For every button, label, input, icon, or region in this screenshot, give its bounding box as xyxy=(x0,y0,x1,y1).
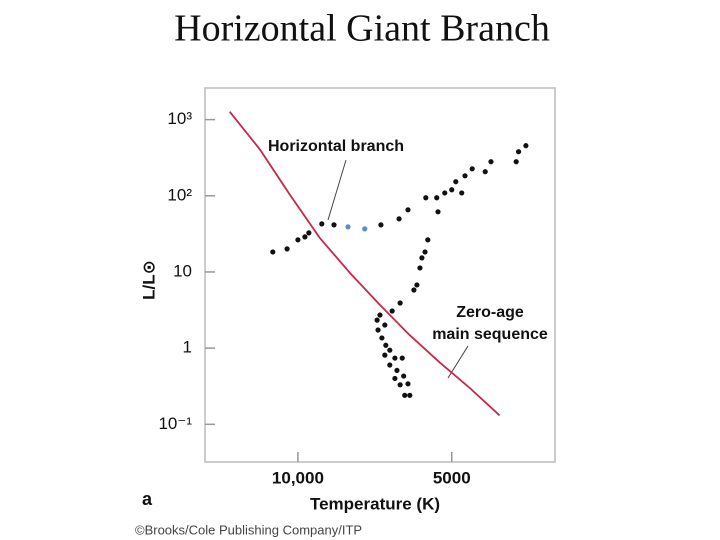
zams-curve xyxy=(228,111,501,417)
annotation: Horizontal branch xyxy=(268,138,404,155)
y-tick-label: 10² xyxy=(167,185,192,204)
star-point xyxy=(331,222,337,228)
star-point xyxy=(374,317,380,323)
star-point xyxy=(449,187,455,193)
star-point xyxy=(387,347,393,353)
y-tick-label: 10 xyxy=(173,261,192,280)
star-point xyxy=(482,169,488,175)
star-point xyxy=(435,209,441,215)
x-tick-label: 5000 xyxy=(433,468,471,487)
credit: ©Brooks/Cole Publishing Company/ITP xyxy=(135,522,362,537)
star-point xyxy=(392,355,398,361)
y-tick-label: 10⁻¹ xyxy=(158,414,192,433)
star-point xyxy=(383,342,389,348)
star-point xyxy=(469,166,475,172)
star-point xyxy=(375,327,381,333)
y-tick-label: 1 xyxy=(183,338,192,357)
star-point xyxy=(407,392,413,398)
annotation-leader xyxy=(327,159,347,221)
star-point xyxy=(423,195,429,201)
star-point xyxy=(523,143,529,149)
star-point xyxy=(515,149,522,155)
annotation: main sequence xyxy=(432,326,548,343)
star-point xyxy=(417,265,423,271)
star-point xyxy=(462,173,468,179)
star-point xyxy=(434,195,440,201)
star-point xyxy=(411,287,417,293)
star-point xyxy=(453,179,459,185)
star-point xyxy=(513,159,519,165)
y-tick-label: 10³ xyxy=(167,109,192,128)
x-axis-label: Temperature (K) xyxy=(310,494,440,513)
star-point xyxy=(389,308,395,314)
star-point xyxy=(382,352,388,358)
star-point xyxy=(387,362,393,368)
panel-label: a xyxy=(142,489,153,509)
star-point xyxy=(396,216,402,222)
star-point xyxy=(425,237,431,243)
star-point xyxy=(414,282,420,288)
star-point xyxy=(397,382,403,388)
star-point xyxy=(378,222,384,228)
star-point xyxy=(399,355,405,361)
star-point xyxy=(284,246,290,252)
star-point xyxy=(302,234,308,240)
star-point xyxy=(442,190,448,196)
star-point xyxy=(382,322,388,328)
star-point xyxy=(345,224,351,230)
star-point xyxy=(377,312,383,318)
star-point xyxy=(362,226,368,232)
y-axis-label: L/L⊙ xyxy=(139,260,158,300)
star-point xyxy=(319,221,325,227)
star-point xyxy=(397,300,403,306)
star-point xyxy=(402,392,408,398)
star-point xyxy=(459,190,465,196)
x-tick-label: 10,000 xyxy=(272,468,324,487)
annotation-leader xyxy=(447,345,469,379)
star-point xyxy=(392,375,398,382)
star-point xyxy=(401,373,407,379)
plot-frame xyxy=(204,87,556,463)
star-point xyxy=(422,249,428,255)
star-point xyxy=(270,249,276,255)
star-point xyxy=(405,381,411,387)
annotation: Zero-age xyxy=(456,304,524,321)
star-point xyxy=(379,335,385,341)
star-point xyxy=(488,159,494,165)
star-point xyxy=(419,255,425,261)
star-point xyxy=(405,207,411,213)
star-point xyxy=(306,230,312,236)
star-point xyxy=(295,237,301,243)
slide-title: Horizontal Giant Branch xyxy=(174,8,550,50)
star-point xyxy=(394,367,400,374)
